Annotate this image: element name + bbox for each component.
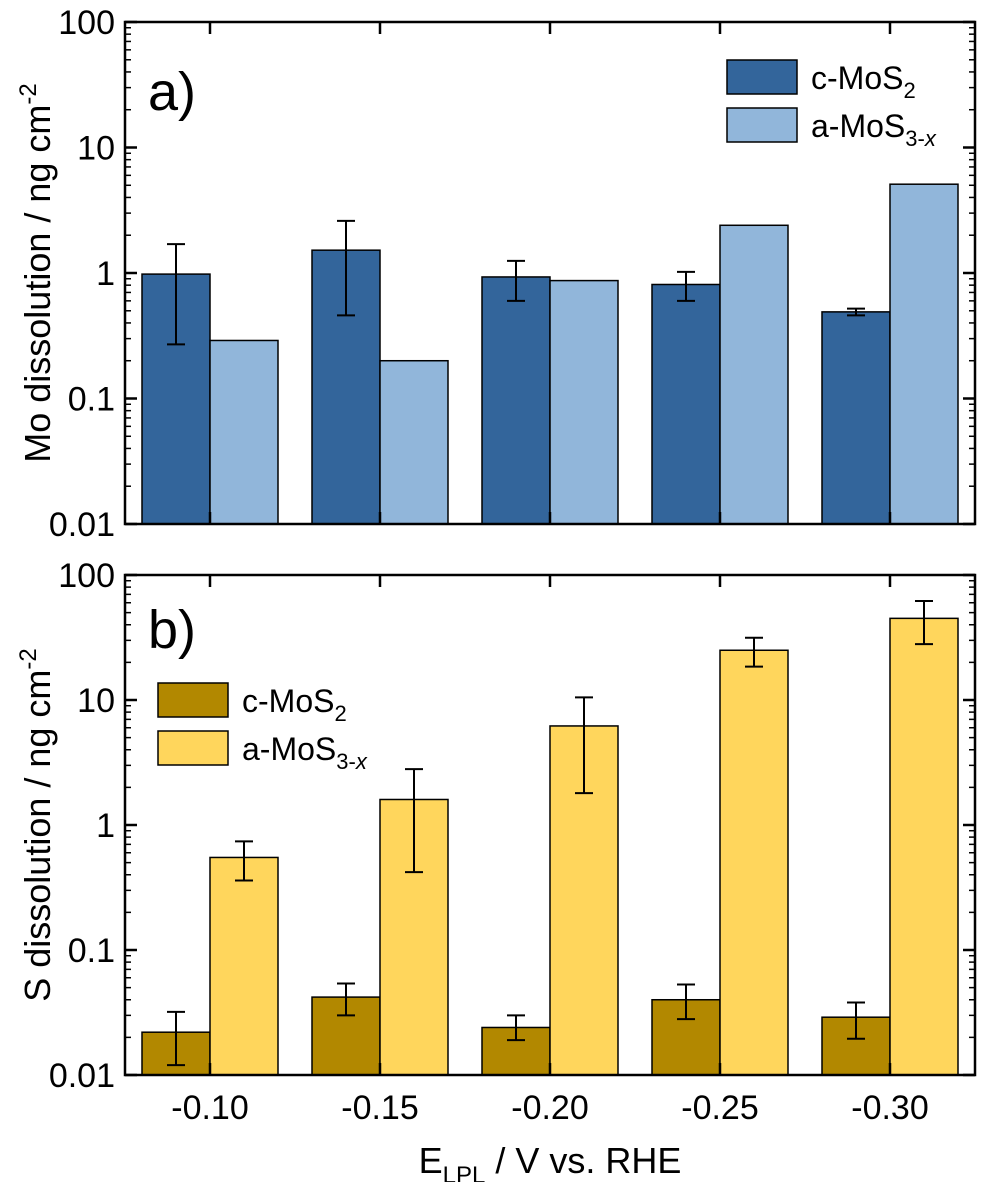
y-tick-label: 10 xyxy=(77,130,115,168)
x-tick-label: -0.10 xyxy=(171,1089,249,1127)
legend-label-a-mos3x: a-MoS3-x xyxy=(242,731,368,774)
legend-swatch-c-mos2 xyxy=(726,59,798,95)
legend-label-a-mos3x: a-MoS3-x xyxy=(811,108,937,151)
y-tick-label: 0.01 xyxy=(49,1057,115,1095)
legend-label-c-mos2: c-MoS2 xyxy=(811,60,916,103)
bar-c-mos2--0.25 xyxy=(651,283,721,525)
bar-a-mos3x--0.10 xyxy=(209,339,279,525)
bar-a-mos3x--0.30 xyxy=(889,183,959,525)
bar-a-mos3x--0.15 xyxy=(379,359,449,525)
legend-label-c-mos2: c-MoS2 xyxy=(242,683,347,726)
y-tick-label: 1 xyxy=(96,255,115,293)
bar-c-mos2--0.30 xyxy=(821,311,891,525)
x-axis-title: ELPL / V vs. RHE xyxy=(419,1140,682,1182)
y-tick-label: 0.1 xyxy=(68,381,115,419)
y-tick-label: 10 xyxy=(77,682,115,720)
bar-c-mos2--0.20 xyxy=(481,276,551,525)
bar-a-mos3x--0.20 xyxy=(549,279,619,525)
panel-label: a) xyxy=(148,62,196,122)
y-axis-title: Mo dissolution / ng cm-2 xyxy=(15,83,58,463)
legend-swatch-a-mos3x xyxy=(726,107,798,143)
bar-a-mos3x--0.25 xyxy=(719,649,789,1076)
y-tick-label: 100 xyxy=(58,4,115,42)
x-tick-label: -0.30 xyxy=(851,1089,929,1127)
panel-label: b) xyxy=(148,600,196,660)
x-tick-label: -0.15 xyxy=(341,1089,419,1127)
x-tick-label: -0.20 xyxy=(511,1089,589,1127)
legend-swatch-c-mos2 xyxy=(157,682,229,718)
chart-panel-b: 0.01 0.1 1 10 100 -0.10 -0.15 -0.20 -0.25 -0.30 b)… xyxy=(15,557,977,1182)
y-tick-label: 0.01 xyxy=(49,506,115,544)
y-tick-label: 1 xyxy=(96,807,115,845)
y-tick-label: 100 xyxy=(58,557,115,595)
bar-a-mos3x--0.30 xyxy=(889,617,959,1076)
y-tick-label: 0.1 xyxy=(68,932,115,970)
bar-a-mos3x--0.25 xyxy=(719,224,789,525)
x-tick-label: -0.25 xyxy=(681,1089,759,1127)
chart-panel-a: 0.01 0.1 1 10 100 a) Mo dissolution / ng cm-2 c… xyxy=(15,4,977,544)
y-axis-title: S dissolution / ng cm-2 xyxy=(15,648,58,1002)
legend-swatch-a-mos3x xyxy=(157,730,229,766)
bar-a-mos3x--0.10 xyxy=(209,856,279,1076)
